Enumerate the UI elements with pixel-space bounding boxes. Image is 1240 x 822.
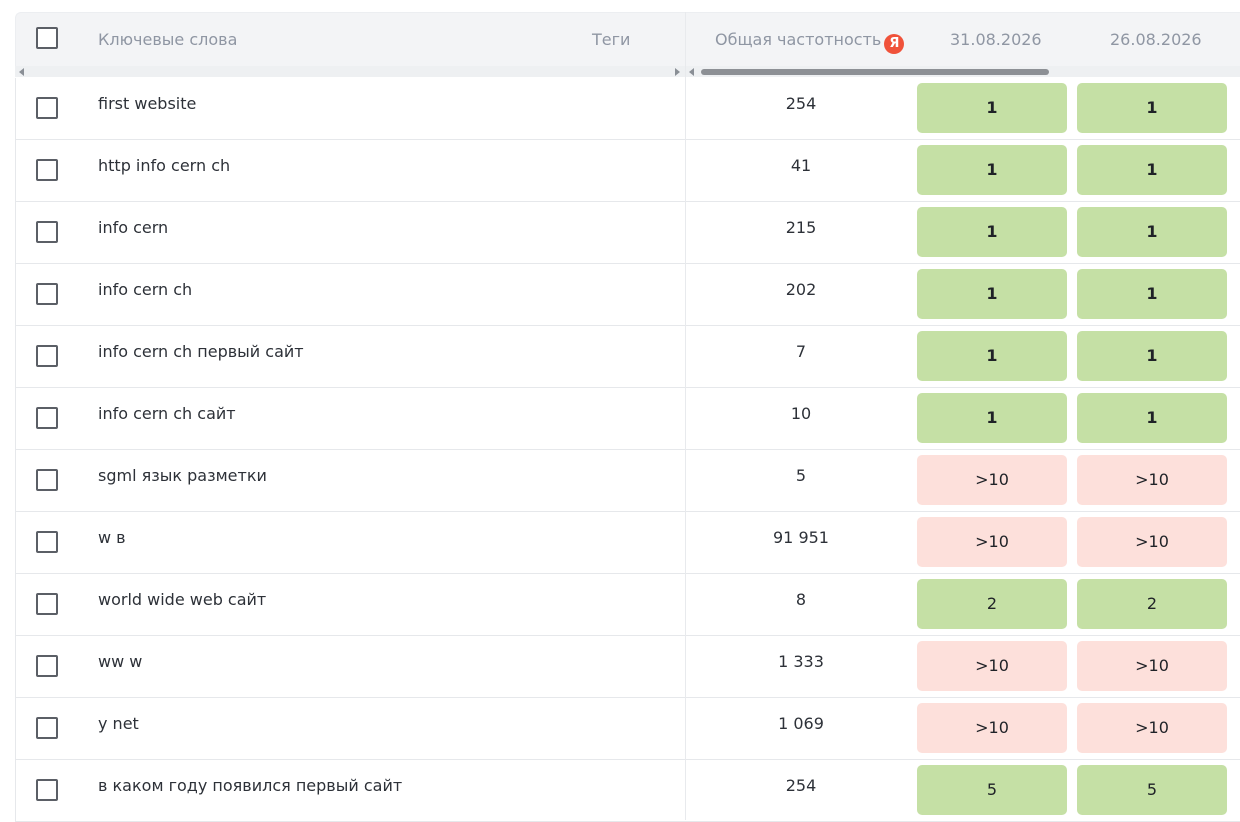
scroll-left-arrow-icon[interactable] <box>19 68 24 76</box>
keyword-cell: info cern ch <box>98 280 193 299</box>
keyword-cell: w в <box>98 528 126 547</box>
position-cell[interactable]: >10 <box>917 641 1067 691</box>
frequency-cell: 1 069 <box>778 714 824 733</box>
row-checkbox[interactable] <box>36 469 58 491</box>
position-cell[interactable]: 1 <box>917 269 1067 319</box>
keyword-cell: в каком году появился первый сайт <box>98 776 403 795</box>
keyword-cell: world wide web сайт <box>98 590 267 609</box>
table-row[interactable]: info cern ch 202 1 1 <box>15 264 1240 326</box>
position-cell[interactable]: >10 <box>1077 455 1227 505</box>
frequency-cell: 254 <box>785 94 817 113</box>
position-cell[interactable]: 1 <box>917 393 1067 443</box>
horizontal-scrollbar-row <box>15 66 1240 77</box>
frozen-column-divider <box>685 12 686 820</box>
keyword-cell: info cern ch сайт <box>98 404 236 423</box>
position-cell[interactable]: 1 <box>1077 145 1227 195</box>
position-cell[interactable]: 1 <box>1077 269 1227 319</box>
yandex-icon: Я <box>884 34 905 54</box>
row-checkbox[interactable] <box>36 655 58 677</box>
date-column-header[interactable]: 26.08.2026 <box>1110 30 1202 49</box>
table-row[interactable]: sgml язык разметки 5 >10 >10 <box>15 450 1240 512</box>
row-checkbox[interactable] <box>36 717 58 739</box>
row-checkbox[interactable] <box>36 283 58 305</box>
row-checkbox[interactable] <box>36 159 58 181</box>
frequency-cell: 8 <box>795 590 807 609</box>
horizontal-scrollbar-thumb[interactable] <box>701 69 1049 75</box>
frequency-cell: 254 <box>785 776 817 795</box>
table-row[interactable]: first website 254 1 1 <box>15 78 1240 140</box>
keyword-cell: info cern ch первый сайт <box>98 342 304 361</box>
table-row[interactable]: w в 91 951 >10 >10 <box>15 512 1240 574</box>
scroll-left-arrow-icon[interactable] <box>689 68 694 76</box>
position-cell[interactable]: 1 <box>1077 207 1227 257</box>
table-row[interactable]: y net 1 069 >10 >10 <box>15 698 1240 760</box>
frequency-column-header[interactable]: Общая частотность Я <box>715 30 905 54</box>
keyword-cell: info cern <box>98 218 169 237</box>
position-cell[interactable]: >10 <box>1077 641 1227 691</box>
table-row[interactable]: world wide web сайт 8 2 2 <box>15 574 1240 636</box>
table-row[interactable]: info cern ch первый сайт 7 1 1 <box>15 326 1240 388</box>
row-checkbox[interactable] <box>36 593 58 615</box>
table-row[interactable]: http info cern ch 41 1 1 <box>15 140 1240 202</box>
keyword-cell: first website <box>98 94 197 113</box>
row-checkbox[interactable] <box>36 531 58 553</box>
select-all-checkbox[interactable] <box>36 27 58 49</box>
table-row[interactable]: ww w 1 333 >10 >10 <box>15 636 1240 698</box>
date-column-header[interactable]: 31.08.2026 <box>950 30 1042 49</box>
position-cell[interactable]: >10 <box>917 703 1067 753</box>
table-row[interactable]: info cern 215 1 1 <box>15 202 1240 264</box>
row-checkbox[interactable] <box>36 407 58 429</box>
table-body: first website 254 1 1 http info cern ch 41 1 1 i… <box>15 78 1240 822</box>
frequency-cell: 215 <box>785 218 817 237</box>
table-row[interactable]: в каком году появился первый сайт 254 5 5 <box>15 760 1240 822</box>
row-checkbox[interactable] <box>36 221 58 243</box>
position-cell[interactable]: 1 <box>917 207 1067 257</box>
tags-column-header[interactable]: Теги <box>592 30 631 49</box>
keyword-cell: sgml язык разметки <box>98 466 267 485</box>
frequency-cell: 1 333 <box>778 652 824 671</box>
keyword-cell: ww w <box>98 652 143 671</box>
position-cell[interactable]: 5 <box>917 765 1067 815</box>
frequency-cell: 202 <box>785 280 817 299</box>
row-checkbox[interactable] <box>36 345 58 367</box>
position-cell[interactable]: 1 <box>1077 331 1227 381</box>
table-row[interactable]: info cern ch сайт 10 1 1 <box>15 388 1240 450</box>
position-cell[interactable]: 1 <box>917 145 1067 195</box>
keywords-table: Ключевые слова Теги Общая частотность Я 3… <box>15 12 1240 822</box>
position-cell[interactable]: 1 <box>917 83 1067 133</box>
keywords-column-header[interactable]: Ключевые слова <box>98 30 238 49</box>
frequency-cell: 41 <box>790 156 812 175</box>
position-cell[interactable]: 1 <box>917 331 1067 381</box>
keyword-cell: http info cern ch <box>98 156 231 175</box>
position-cell[interactable]: 5 <box>1077 765 1227 815</box>
frequency-cell: 7 <box>795 342 807 361</box>
row-checkbox[interactable] <box>36 779 58 801</box>
scroll-right-arrow-icon[interactable] <box>675 68 680 76</box>
keyword-cell: y net <box>98 714 139 733</box>
row-checkbox[interactable] <box>36 97 58 119</box>
frequency-cell: 5 <box>795 466 807 485</box>
position-cell[interactable]: 1 <box>1077 83 1227 133</box>
position-cell[interactable]: 2 <box>1077 579 1227 629</box>
position-cell[interactable]: >10 <box>917 517 1067 567</box>
position-cell[interactable]: 2 <box>917 579 1067 629</box>
frequency-header-label: Общая частотность <box>715 30 882 49</box>
position-cell[interactable]: >10 <box>917 455 1067 505</box>
frequency-cell: 10 <box>790 404 812 423</box>
table-header: Ключевые слова Теги Общая частотность Я 3… <box>15 12 1240 66</box>
frequency-cell: 91 951 <box>773 528 829 547</box>
position-cell[interactable]: >10 <box>1077 703 1227 753</box>
position-cell[interactable]: 1 <box>1077 393 1227 443</box>
position-cell[interactable]: >10 <box>1077 517 1227 567</box>
